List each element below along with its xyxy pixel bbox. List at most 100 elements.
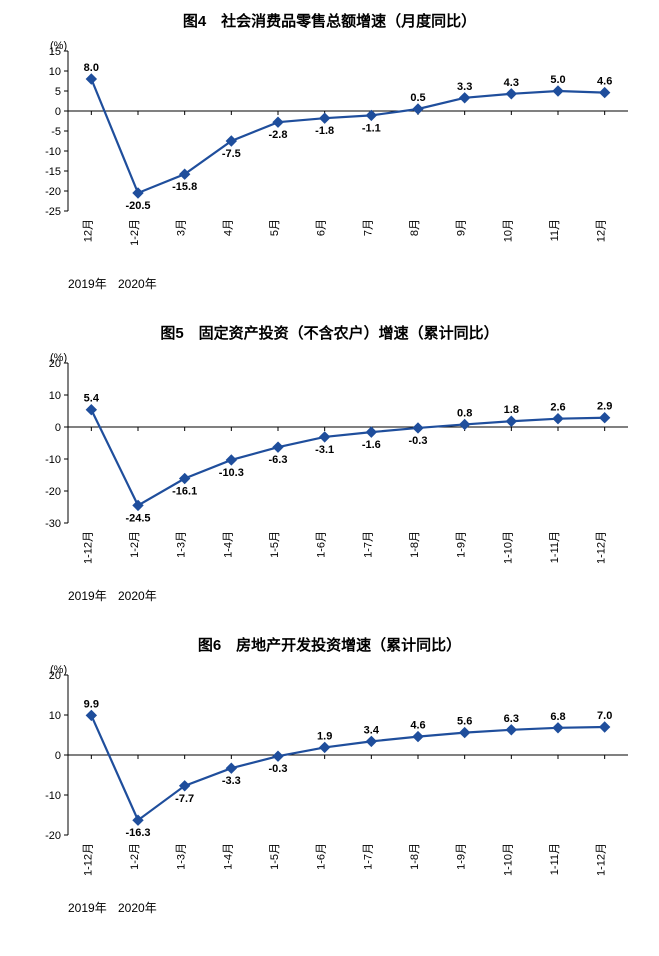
data-label: 4.6 <box>410 720 425 732</box>
data-marker <box>133 188 143 198</box>
data-marker <box>180 474 190 484</box>
data-label: -1.8 <box>315 125 334 137</box>
data-marker <box>506 89 516 99</box>
fig4-block: 图4 社会消费品零售总额增速（月度同比） (%)-25-20-15-10-505… <box>10 10 649 292</box>
y-tick-label: -15 <box>45 166 61 178</box>
y-tick-label: -30 <box>45 518 61 530</box>
y-tick-label: 10 <box>49 710 61 722</box>
data-label: -16.3 <box>125 827 150 839</box>
data-label: 3.4 <box>364 724 380 736</box>
fig6-svg: (%)-20-10010201-12月1-2月1-3月1-4月1-5月1-6月1… <box>10 661 649 895</box>
x-tick-label: 6月 <box>316 219 328 236</box>
data-label: 5.6 <box>457 716 472 728</box>
y-tick-label: 10 <box>49 66 61 78</box>
x-tick-label: 1-11月 <box>549 843 561 875</box>
x-tick-label: 1-8月 <box>409 843 421 870</box>
data-marker <box>460 419 470 429</box>
data-marker <box>86 74 96 84</box>
y-tick-label: -10 <box>45 454 61 466</box>
data-marker <box>133 500 143 510</box>
data-label: -0.3 <box>409 435 428 447</box>
data-label: 8.0 <box>84 62 99 74</box>
data-marker <box>413 423 423 433</box>
x-tick-label: 1-3月 <box>176 843 188 870</box>
year-labels-row: 2019年 2020年 <box>10 899 649 916</box>
x-tick-label: 1-12月 <box>596 531 608 564</box>
y-tick-label: -25 <box>45 206 61 218</box>
data-label: 4.3 <box>504 77 519 89</box>
y-tick-label: -20 <box>45 186 61 198</box>
year-label-2020: 2020年 <box>118 587 157 604</box>
data-marker <box>366 427 376 437</box>
x-tick-label: 1-4月 <box>222 843 234 870</box>
data-marker <box>273 117 283 127</box>
data-marker <box>553 414 563 424</box>
data-marker <box>226 763 236 773</box>
y-tick-label: -20 <box>45 486 61 498</box>
x-tick-label: 1-7月 <box>362 843 374 870</box>
x-tick-label: 12月 <box>596 219 608 242</box>
data-label: -16.1 <box>172 486 197 498</box>
x-tick-label: 10月 <box>502 219 514 242</box>
x-tick-label: 12月 <box>82 219 94 242</box>
y-tick-label: 5 <box>55 86 61 98</box>
data-label: 0.5 <box>410 92 425 104</box>
data-label: 2.6 <box>550 402 565 414</box>
x-tick-label: 1-12月 <box>82 843 94 876</box>
x-tick-label: 1-4月 <box>222 531 234 558</box>
year-labels-row: 2019年 2020年 <box>10 587 649 604</box>
data-marker <box>413 732 423 742</box>
y-tick-label: -10 <box>45 790 61 802</box>
data-marker <box>600 413 610 423</box>
data-label: 2.9 <box>597 401 612 413</box>
data-label: -3.3 <box>222 775 241 787</box>
year-label-2020: 2020年 <box>118 899 157 916</box>
data-label: 4.6 <box>597 76 612 88</box>
series-line <box>91 79 604 193</box>
fig5-block: 图5 固定资产投资（不含农户）增速（累计同比） (%)-30-20-100102… <box>10 322 649 604</box>
x-tick-label: 1-9月 <box>456 843 468 870</box>
data-label: -6.3 <box>269 454 288 466</box>
data-label: -2.8 <box>269 129 288 141</box>
data-label: 1.8 <box>504 404 519 416</box>
data-marker <box>553 86 563 96</box>
series-line <box>91 715 604 820</box>
x-tick-label: 1-5月 <box>269 531 281 558</box>
data-label: -10.3 <box>219 467 244 479</box>
x-tick-label: 11月 <box>549 219 561 241</box>
data-marker <box>86 405 96 415</box>
data-marker <box>413 104 423 114</box>
data-label: 5.4 <box>84 393 100 405</box>
data-marker <box>320 432 330 442</box>
x-tick-label: 1-10月 <box>502 531 514 564</box>
chart-title: 图5 固定资产投资（不含农户）增速（累计同比） <box>10 322 649 343</box>
year-label-2020: 2020年 <box>118 275 157 292</box>
x-tick-label: 9月 <box>456 219 468 236</box>
data-marker <box>460 728 470 738</box>
data-label: 0.8 <box>457 407 472 419</box>
data-marker <box>366 110 376 120</box>
data-label: -1.6 <box>362 439 381 451</box>
x-tick-label: 1-2月 <box>129 843 141 870</box>
x-tick-label: 1-11月 <box>549 531 561 563</box>
x-tick-label: 8月 <box>409 219 421 236</box>
x-tick-label: 1-10月 <box>502 843 514 876</box>
y-tick-label: 15 <box>49 46 61 58</box>
data-marker <box>86 710 96 720</box>
x-tick-label: 1-12月 <box>82 531 94 564</box>
year-labels-row: 2019年 2020年 <box>10 275 649 292</box>
x-tick-label: 1-2月 <box>129 531 141 558</box>
x-tick-label: 1-3月 <box>176 531 188 558</box>
fig6-block: 图6 房地产开发投资增速（累计同比） (%)-20-10010201-12月1-… <box>10 634 649 916</box>
x-tick-label: 1-12月 <box>596 843 608 876</box>
data-marker <box>320 113 330 123</box>
y-tick-label: 0 <box>55 106 61 118</box>
data-marker <box>600 88 610 98</box>
data-label: 1.9 <box>317 730 332 742</box>
x-tick-label: 4月 <box>222 219 234 236</box>
data-label: 7.0 <box>597 710 612 722</box>
series-line <box>91 410 604 506</box>
data-label: 5.0 <box>550 74 565 86</box>
chart-title: 图6 房地产开发投资增速（累计同比） <box>10 634 649 655</box>
chart-title: 图4 社会消费品零售总额增速（月度同比） <box>10 10 649 31</box>
